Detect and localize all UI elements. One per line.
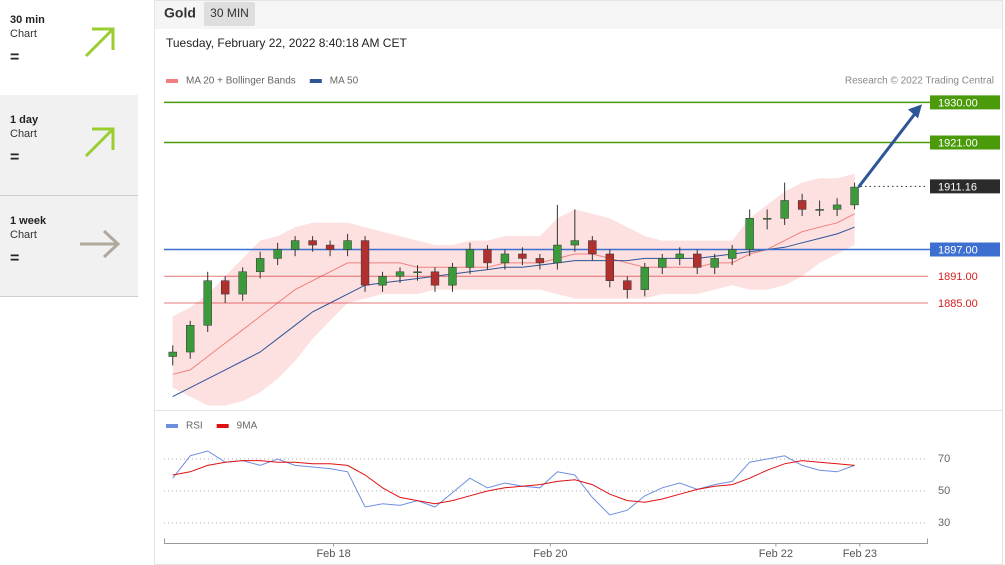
x-tick-label: Feb 18: [316, 548, 350, 560]
y-tick-label: 50: [938, 485, 950, 497]
timeframe-label[interactable]: 30 MIN: [210, 6, 249, 20]
candle-body: [430, 271, 440, 286]
x-tick-label: Feb 23: [843, 548, 877, 560]
sidebar: 30 min Chart = 1 day Chart = 1 week Chart =: [10, 14, 121, 267]
level-label: 1891.00: [938, 271, 978, 283]
candle-body: [570, 240, 580, 246]
candle-body: [448, 267, 457, 286]
candle-body: [832, 204, 842, 210]
candle-body: [623, 280, 632, 290]
candle-body: [273, 249, 282, 259]
legend-label: RSI: [186, 421, 203, 432]
level-label: 1911.16: [938, 181, 977, 193]
period: 30 min: [10, 14, 45, 26]
candle-body: [658, 258, 667, 268]
chart-link: Chart: [10, 229, 37, 241]
signal: =: [10, 49, 19, 66]
sidebar-item-bg: [0, 95, 138, 195]
candle-body: [255, 258, 265, 273]
candle-body: [605, 253, 614, 281]
legend-label: MA 20 + Bollinger Bands: [186, 76, 296, 87]
datetime: Tuesday, February 22, 2022 8:40:18 AM CE…: [166, 36, 407, 50]
candle-body: [710, 258, 719, 268]
timeframe-button[interactable]: [204, 2, 255, 26]
candle-body: [203, 280, 212, 326]
chart-link: Chart: [10, 28, 37, 40]
period: 1 week: [10, 215, 47, 227]
candle-body: [168, 351, 177, 357]
candle-body: [640, 267, 649, 290]
level-box: [930, 242, 1000, 257]
moving-average: [172, 226, 855, 398]
sidebar-item-bg: [0, 0, 138, 95]
candle-body: [518, 253, 527, 259]
candle-body: [395, 271, 405, 277]
level-box: [930, 135, 1000, 150]
level-box: [930, 95, 1000, 110]
price-chart: MA 20 + Bollinger Bands MA 50 Research © 2…: [164, 76, 1000, 406]
trend-arrow: [84, 127, 115, 158]
level-label: 1885.00: [938, 298, 978, 310]
candle-body: [238, 271, 247, 295]
candle-body: [693, 253, 702, 268]
level-label: 1930.00: [938, 97, 978, 109]
legend-swatch: [216, 424, 229, 428]
candle-body: [728, 249, 737, 259]
target-arrow: [857, 111, 918, 188]
candle-body: [360, 240, 370, 286]
level-box: [930, 179, 1000, 194]
candle-body: [588, 240, 597, 255]
rsi-chart: RSI 9MA 30 50 70 Feb 18 Feb 20 Feb 22 Feb 23: [164, 421, 950, 560]
signal: =: [10, 250, 19, 267]
legend-label: 9MA: [237, 421, 258, 432]
series-line: [172, 460, 855, 505]
chart-link: Chart: [10, 128, 37, 140]
legend-label: MA 50: [330, 76, 359, 87]
candle-body: [780, 200, 789, 219]
moving-average: [172, 213, 855, 375]
target-arrow-head: [908, 104, 922, 119]
candle-body: [325, 244, 335, 250]
trend-arrow: [84, 27, 115, 58]
legend-swatch: [166, 424, 178, 428]
y-tick-label: 70: [938, 453, 950, 465]
credit: Research © 2022 Trading Central: [845, 76, 994, 87]
candle-body: [413, 271, 422, 274]
candle-body: [378, 276, 387, 286]
candle-body: [290, 240, 300, 250]
candle-body: [535, 258, 545, 264]
candle-body: [465, 249, 475, 268]
candle-body: [308, 240, 317, 246]
signal: =: [10, 149, 19, 166]
level-label: 1921.00: [938, 137, 978, 149]
candle-body: [483, 249, 492, 264]
trend-arrow: [80, 229, 121, 259]
period: 1 day: [10, 114, 39, 126]
legend-swatch: [309, 79, 322, 83]
legend-swatch: [166, 79, 178, 83]
candle-body: [221, 280, 230, 295]
candle-body: [343, 240, 352, 250]
header-bar: [155, 1, 1002, 29]
candle-body: [762, 218, 772, 220]
candle-body: [186, 325, 195, 353]
level-label: 1897.00: [938, 244, 978, 256]
y-tick-label: 30: [938, 517, 950, 529]
candle-body: [850, 186, 859, 206]
instrument-title: Gold: [164, 5, 196, 21]
candle-body: [500, 253, 510, 264]
candle-body: [675, 253, 684, 259]
x-tick-label: Feb 22: [759, 548, 793, 560]
candle-body: [745, 218, 754, 250]
candle-body: [797, 200, 807, 210]
candle-body: [553, 244, 562, 264]
candle-body: [815, 209, 824, 211]
x-tick-label: Feb 20: [533, 548, 567, 560]
bollinger-band: [172, 173, 855, 406]
